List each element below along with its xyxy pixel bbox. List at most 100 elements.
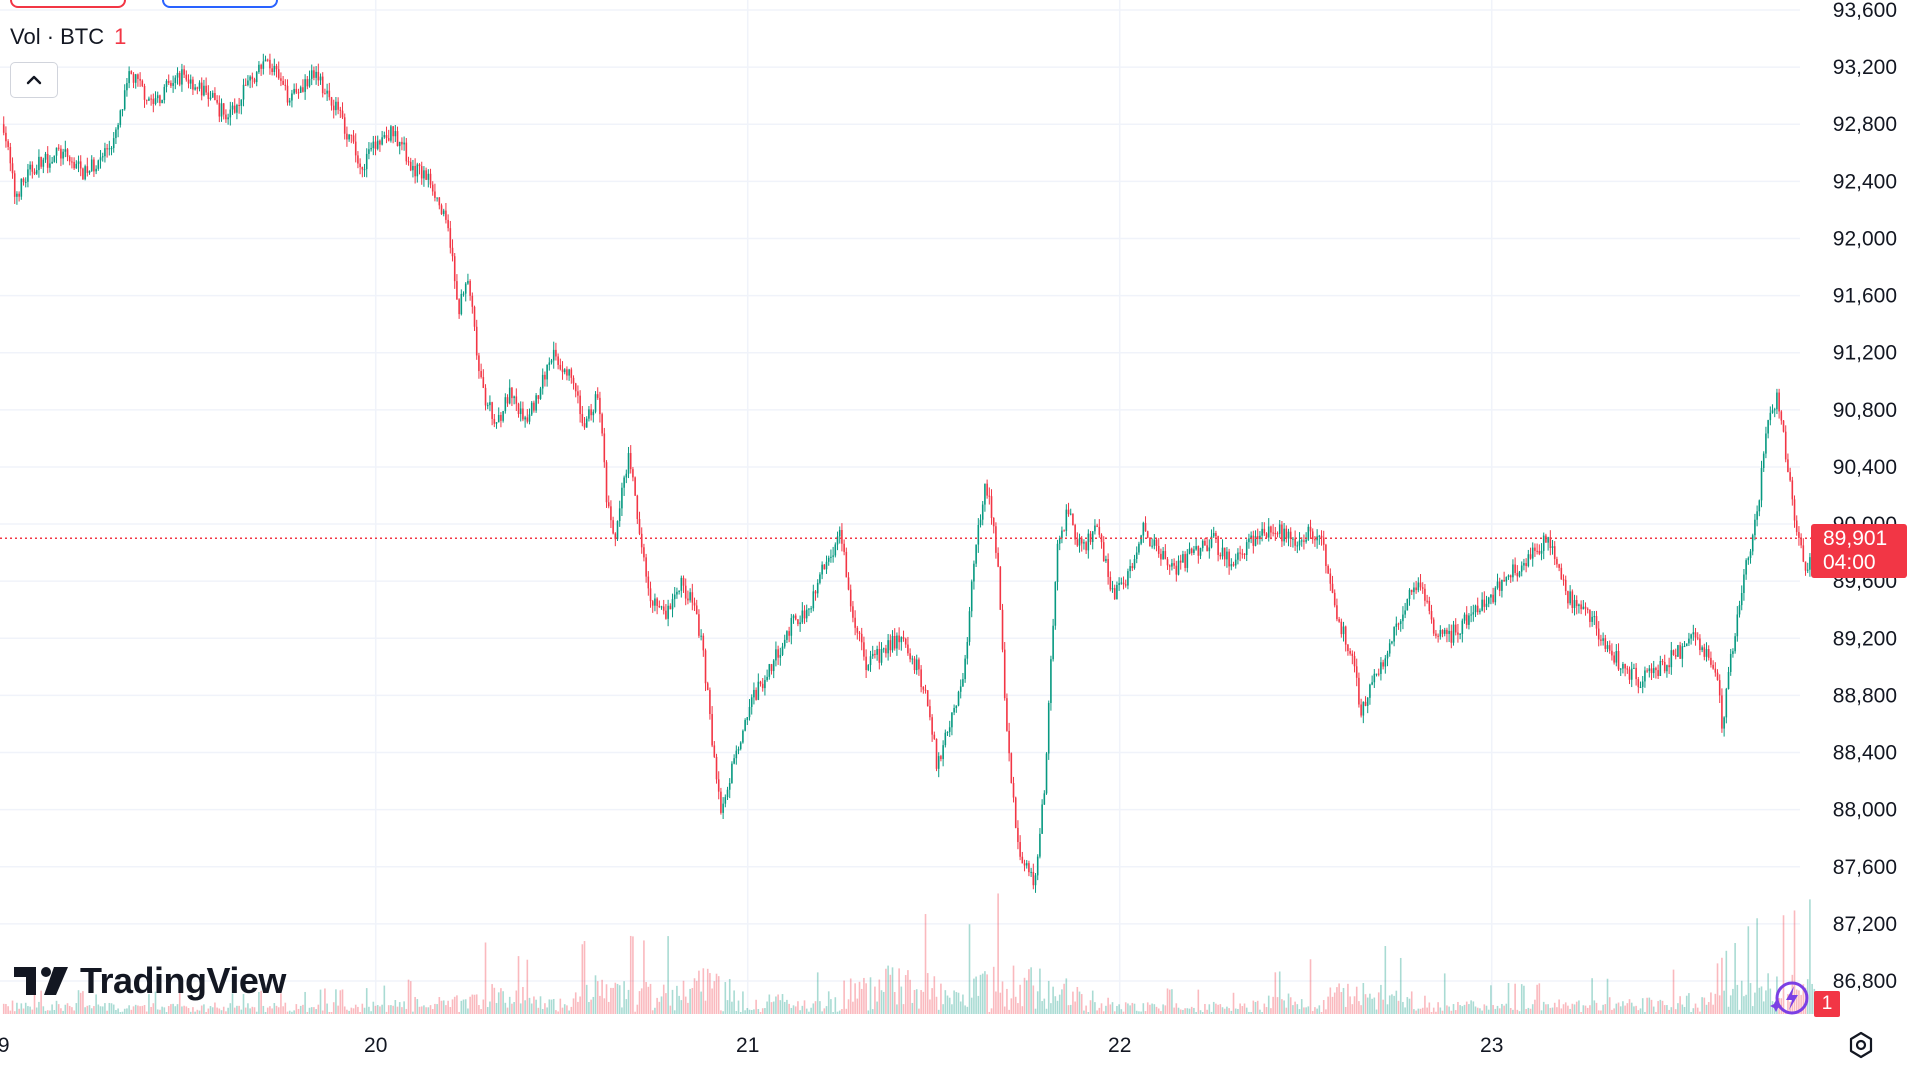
candle-body xyxy=(511,387,513,399)
volume-bar xyxy=(750,1010,753,1014)
volume-bar xyxy=(638,991,641,1014)
volume-bar xyxy=(192,1007,194,1014)
candle-body xyxy=(724,797,727,804)
candle-body xyxy=(13,173,16,197)
candle-body xyxy=(1690,634,1692,639)
candle-body xyxy=(1622,663,1624,669)
volume-bar xyxy=(207,1008,210,1014)
candle-body xyxy=(308,78,311,87)
volume-bar xyxy=(979,974,982,1014)
volume-bar xyxy=(40,990,42,1014)
volume-bar xyxy=(1538,983,1541,1014)
candle-body xyxy=(924,689,927,691)
volume-bar xyxy=(291,1011,293,1014)
volume-bar xyxy=(1635,1005,1637,1014)
candle-body xyxy=(436,197,438,199)
candle-body xyxy=(1010,753,1013,784)
volume-bar xyxy=(370,1011,372,1014)
volume-bar xyxy=(1540,1010,1543,1014)
price-axis[interactable]: 86,80087,20087,60088,00088,40088,80089,2… xyxy=(1833,0,1897,993)
alert-lightning-icon[interactable] xyxy=(1770,978,1810,1018)
tradingview-logo[interactable]: TradingView xyxy=(14,960,286,1002)
candle-body xyxy=(599,397,601,415)
settings-icon[interactable] xyxy=(1846,1030,1876,1060)
candle-body xyxy=(161,100,163,104)
candle-body xyxy=(849,589,852,607)
volume-bar xyxy=(999,992,1002,1014)
candle-body xyxy=(1729,653,1732,672)
volume-bar xyxy=(885,968,887,1014)
candle-body xyxy=(1303,540,1305,542)
candle-body xyxy=(1468,615,1470,625)
volume-bar xyxy=(1318,1005,1321,1014)
volume-bar xyxy=(1690,1012,1692,1014)
volume-bar xyxy=(1470,1000,1472,1014)
candle-body xyxy=(1547,537,1549,543)
volume-bar xyxy=(1008,1009,1010,1014)
volume-bar xyxy=(99,1006,102,1014)
candle-body xyxy=(528,414,531,422)
top-toolbar-pill-blue[interactable] xyxy=(162,0,278,8)
candle-body xyxy=(1226,551,1228,560)
candle-body xyxy=(381,137,383,145)
time-axis[interactable]: 9 20 21 22 23 xyxy=(0,1034,1503,1057)
candle-body xyxy=(1694,632,1697,638)
volume-bar xyxy=(1028,969,1030,1014)
volume-bar xyxy=(847,999,850,1014)
candle-body xyxy=(491,402,493,419)
volume-bar xyxy=(904,975,907,1014)
volume-bar xyxy=(1074,1001,1076,1014)
candle-body xyxy=(253,79,256,83)
candle-body xyxy=(678,590,680,592)
volume-bar xyxy=(1050,1003,1052,1014)
volume-bar xyxy=(1300,999,1303,1014)
volume-bar xyxy=(924,914,927,1014)
volume-bar xyxy=(1626,1003,1629,1014)
candle-body xyxy=(453,256,456,282)
volume-bar xyxy=(392,1005,394,1014)
candle-body xyxy=(1789,472,1791,481)
candle-body xyxy=(618,508,621,522)
collapse-legend-button[interactable] xyxy=(10,62,58,98)
candle-body xyxy=(5,132,7,142)
volume-bar xyxy=(1476,1007,1479,1014)
volume-bar xyxy=(823,1008,826,1014)
candle-body xyxy=(1076,539,1079,546)
candle-body xyxy=(1327,565,1329,574)
volume-bar xyxy=(889,974,892,1014)
volume-bar xyxy=(968,924,971,1014)
candle-body xyxy=(1516,572,1519,577)
volume-bar xyxy=(405,1008,408,1014)
volume-bar xyxy=(1399,957,1402,1014)
candle-body xyxy=(1800,537,1802,546)
volume-bar xyxy=(1162,1004,1164,1014)
candle-body xyxy=(1602,638,1604,641)
candle-body xyxy=(299,87,302,93)
volume-bar xyxy=(539,996,542,1014)
candle-body xyxy=(909,653,911,660)
volume-bar xyxy=(1353,996,1356,1014)
candle-body xyxy=(874,653,876,655)
volume-bar xyxy=(24,1002,27,1014)
candle-body xyxy=(1723,717,1725,729)
volume-bar xyxy=(625,999,628,1014)
volume-bar xyxy=(1512,1009,1514,1014)
volume-bar xyxy=(1014,996,1017,1014)
volume-bar xyxy=(733,990,735,1014)
volume-bar xyxy=(1294,1001,1296,1014)
price-tick-label: 90,800 xyxy=(1833,399,1897,422)
candle-body xyxy=(841,529,843,544)
candle-body xyxy=(962,679,964,687)
volume-bar xyxy=(530,1003,533,1014)
volume-bar xyxy=(447,1000,449,1014)
volume-bar xyxy=(805,1008,808,1014)
candle-body xyxy=(1619,668,1622,670)
candle-body xyxy=(1787,459,1789,473)
volume-bar xyxy=(1600,1010,1602,1014)
top-toolbar-pill-red[interactable] xyxy=(10,0,126,8)
candle-body xyxy=(126,83,128,91)
volume-bar xyxy=(315,1009,317,1014)
candle-body xyxy=(1199,548,1202,556)
volume-bar xyxy=(1012,965,1015,1014)
